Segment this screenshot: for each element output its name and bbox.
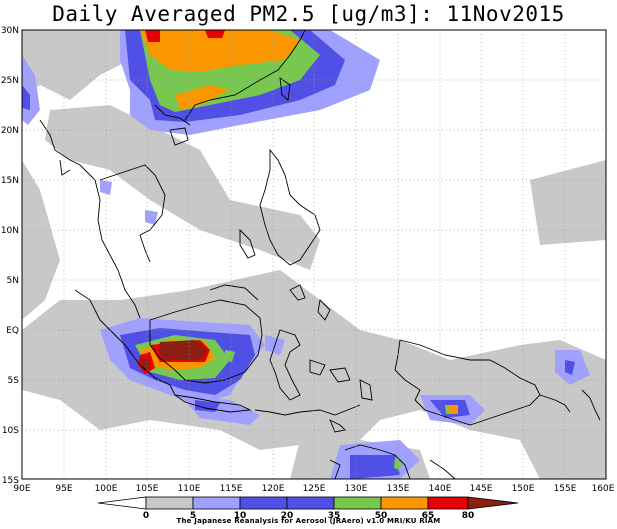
- lon-label: 135E: [387, 484, 410, 494]
- lat-label: 5N: [7, 276, 19, 286]
- lon-label: 100E: [95, 484, 118, 494]
- lat-label: 10S: [2, 426, 19, 436]
- lon-label: 140E: [429, 484, 452, 494]
- colorbar-segment: [192, 496, 241, 510]
- lon-label: 90E: [13, 484, 30, 494]
- credit-line: The Japanese Reanalysis for Aerosol (JRA…: [176, 517, 441, 525]
- lon-label: 115E: [220, 484, 243, 494]
- lat-label: EQ: [6, 326, 19, 336]
- lat-label: 15N: [1, 176, 19, 186]
- colorbar: 0 5 10 20 35 50 65 80: [97, 496, 519, 521]
- lon-label: 145E: [470, 484, 493, 494]
- colorbar-tick: 50: [375, 511, 388, 521]
- colorbar-arrow-right: [467, 496, 519, 510]
- colorbar-tick: 20: [281, 511, 294, 521]
- colorbar-segment: [427, 496, 469, 510]
- colorbar-arrow-left: [97, 496, 147, 510]
- lat-label: 10N: [1, 226, 19, 236]
- graticule: [22, 30, 606, 479]
- lat-labels: 30N 25N 20N 15N 10N 5N EQ 5S 10S 15S: [1, 26, 19, 486]
- map-title: Daily Averaged PM2.5 [ug/m3]: 11Nov2015: [52, 2, 565, 26]
- colorbar-segment: [333, 496, 382, 510]
- lon-label: 125E: [303, 484, 326, 494]
- colorbar-tick: 80: [462, 511, 475, 521]
- colorbar-tick: 35: [328, 511, 341, 521]
- colorbar-tick: 65: [422, 511, 435, 521]
- lon-label: 130E: [345, 484, 368, 494]
- lon-label: 105E: [136, 484, 159, 494]
- lat-label: 20N: [1, 126, 19, 136]
- colorbar-segment: [239, 496, 288, 510]
- lon-label: 150E: [512, 484, 535, 494]
- colorbar-segment: [286, 496, 335, 510]
- lat-label: 5S: [8, 376, 20, 386]
- lat-label: 30N: [1, 26, 19, 36]
- colorbar-segment: [380, 496, 429, 510]
- lon-label: 160E: [592, 484, 615, 494]
- lon-label: 120E: [262, 484, 285, 494]
- lat-label: 15S: [2, 476, 19, 486]
- lat-label: 25N: [1, 76, 19, 86]
- colorbar-segment: [145, 496, 194, 510]
- colorbar-tick: 0: [143, 511, 149, 521]
- lon-label: 155E: [554, 484, 577, 494]
- coastlines: [39, 29, 601, 480]
- lon-label: 110E: [178, 484, 201, 494]
- lon-labels: 90E 95E 100E 105E 110E 115E 120E 125E 13…: [13, 484, 614, 494]
- map-frame: [21, 29, 607, 480]
- colorbar-tick: 10: [234, 511, 247, 521]
- lon-label: 95E: [55, 484, 72, 494]
- colorbar-tick: 5: [190, 511, 196, 521]
